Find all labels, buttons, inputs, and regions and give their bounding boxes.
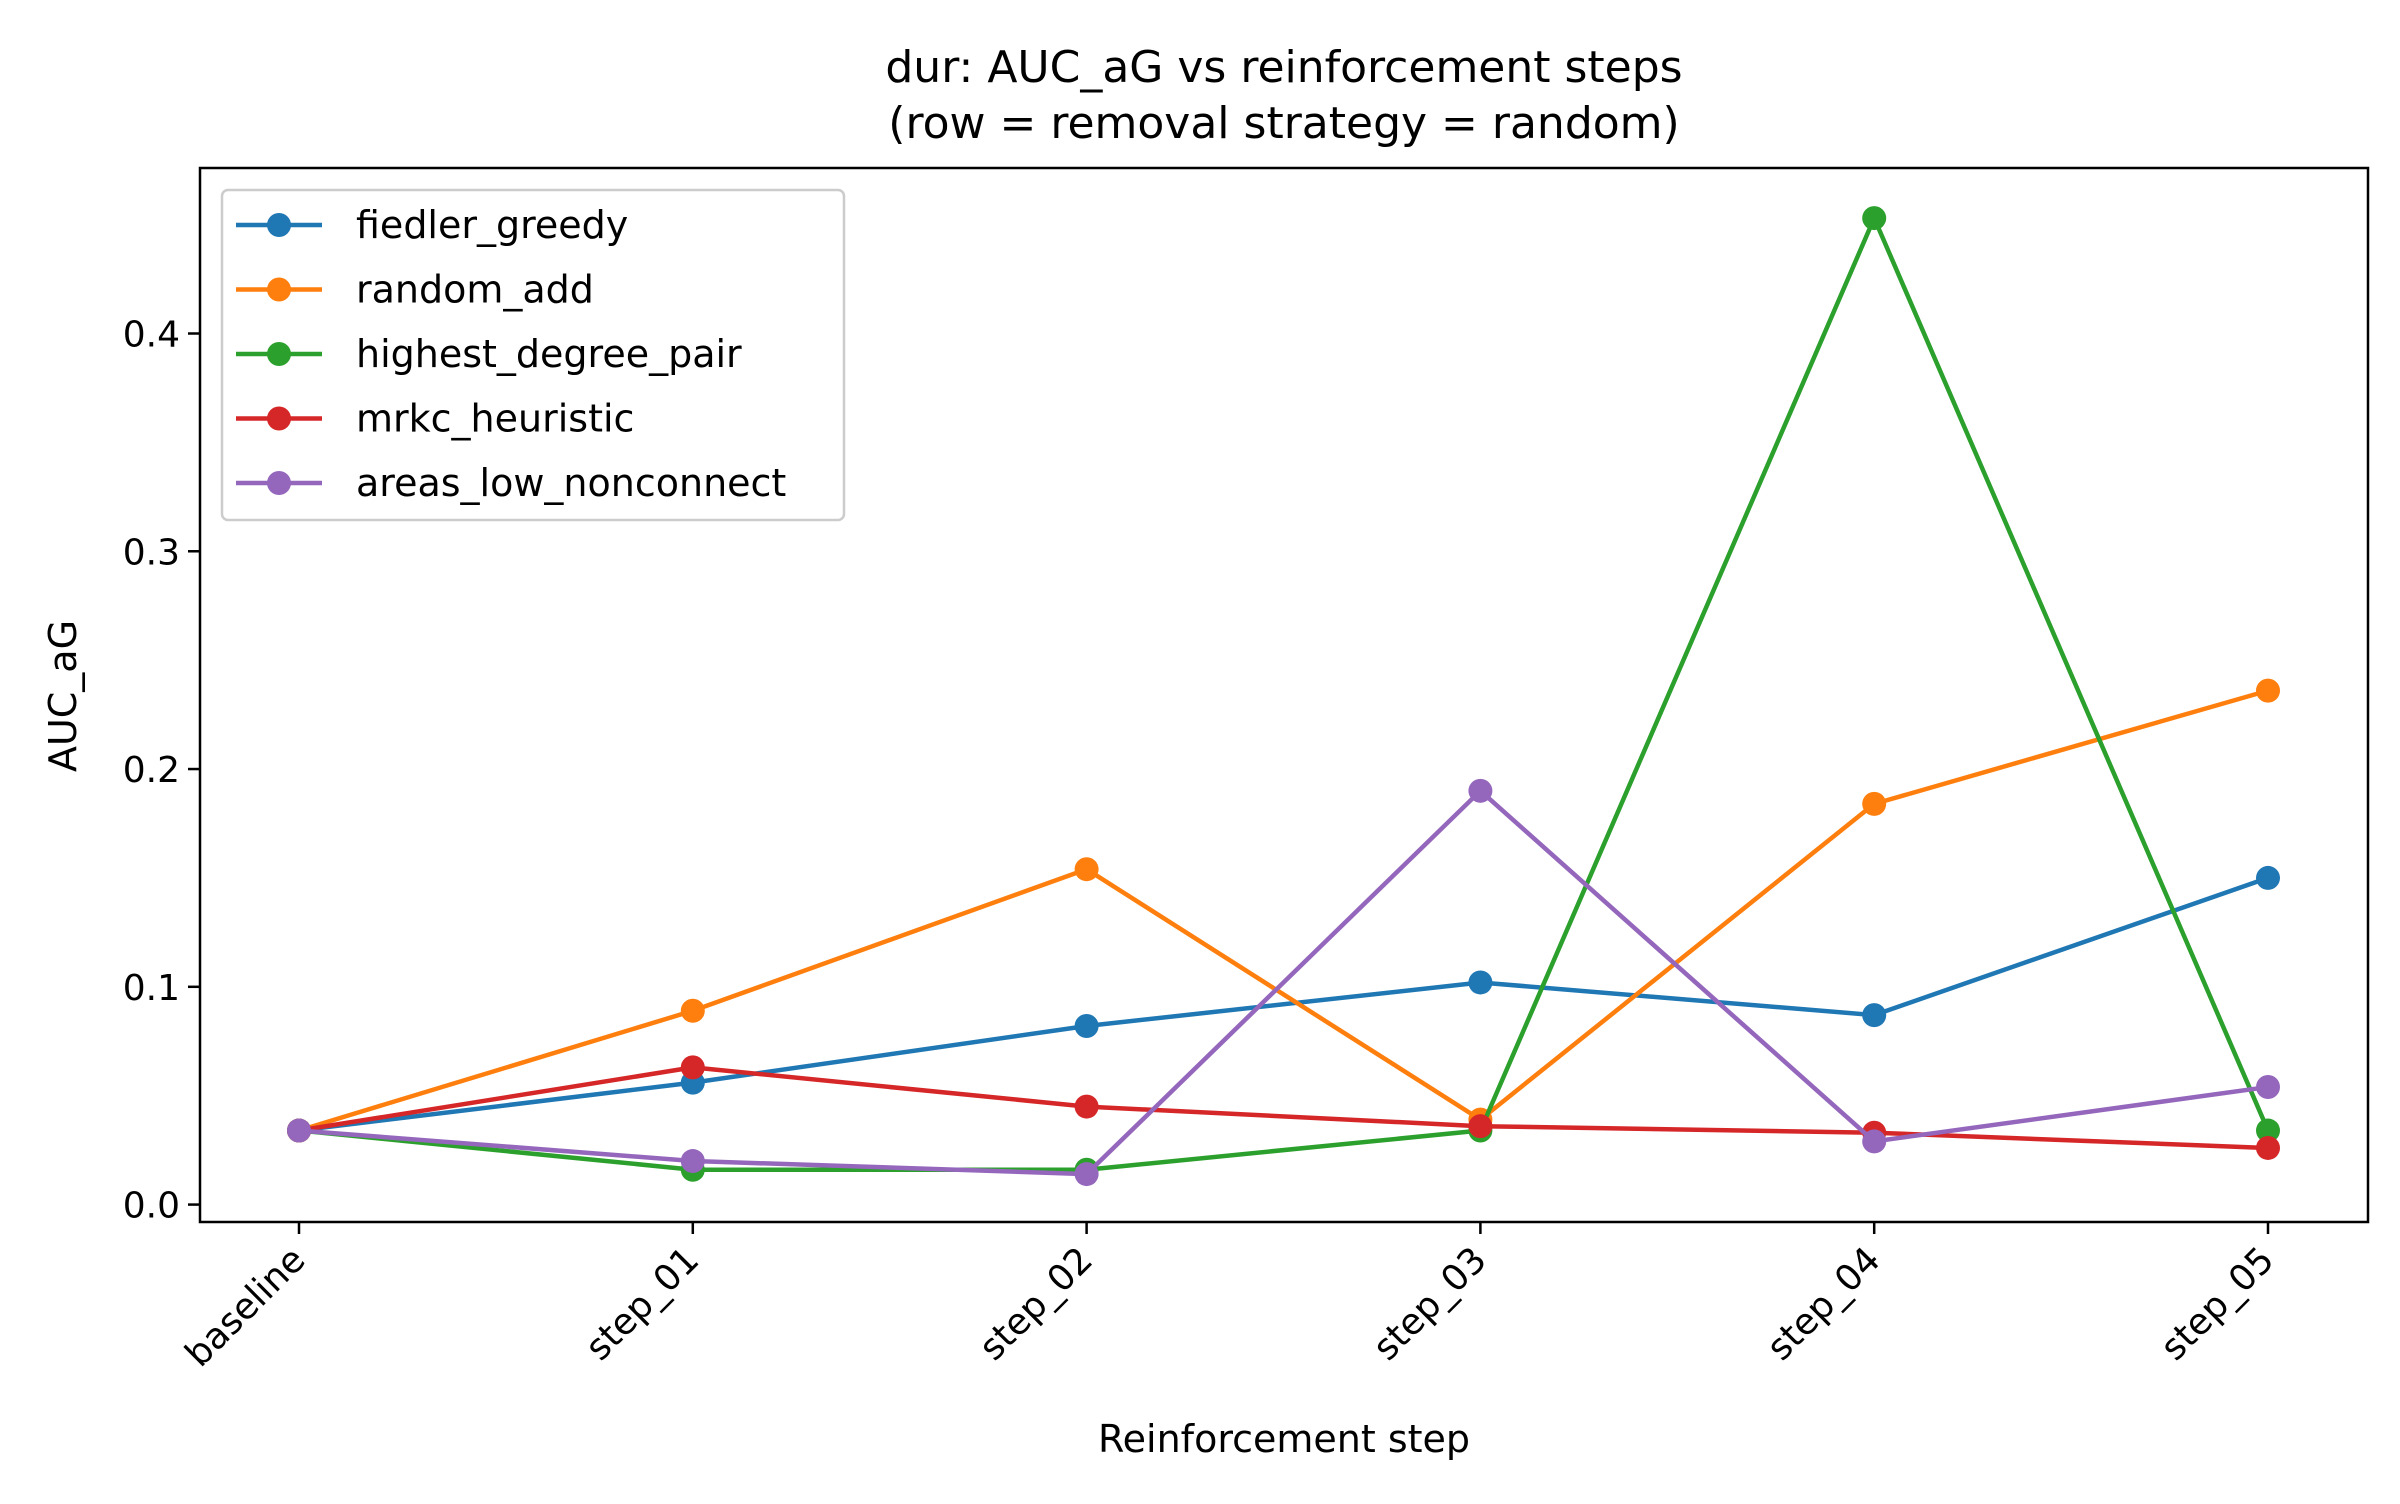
- data-point-random_add-step_02: [1074, 857, 1099, 882]
- series-line-highest_degree_pair: [296, 215, 2271, 1172]
- data-point-areas_low_nonconnect-baseline: [287, 1118, 311, 1143]
- legend-label: highest_degree_pair: [356, 332, 742, 376]
- data-point-areas_low_nonconnect-step_02: [1074, 1162, 1099, 1187]
- data-point-mrkc_heuristic-step_05: [2256, 1135, 2280, 1160]
- legend-marker: [267, 342, 291, 366]
- y-tick-label: 0.2: [123, 750, 180, 791]
- legend-label: mrkc_heuristic: [356, 397, 634, 441]
- data-point-highest_degree_pair-step_04: [1862, 206, 1887, 231]
- legend-marker: [267, 277, 291, 302]
- data-point-mrkc_heuristic-step_01: [680, 1055, 705, 1080]
- legend-label: fiedler_greedy: [356, 203, 628, 247]
- series-line-random_add: [296, 687, 2271, 1134]
- data-point-areas_low_nonconnect-step_04: [1862, 1129, 1887, 1154]
- chart-subtitle: (row = removal strategy = random): [888, 98, 1679, 149]
- data-point-fiedler_greedy-step_04: [1862, 1003, 1887, 1028]
- data-point-fiedler_greedy-step_05: [2256, 865, 2280, 890]
- legend-marker: [267, 471, 291, 495]
- x-axis-label: Reinforcement step: [1098, 1417, 1470, 1461]
- data-point-highest_degree_pair-step_05: [2256, 1118, 2280, 1143]
- legend: fiedler_greedy random_add highest_degree_p…: [220, 188, 846, 522]
- y-tick-label: 0.1: [123, 968, 180, 1009]
- data-point-random_add-step_04: [1862, 791, 1887, 816]
- y-tick-label: 0.3: [123, 532, 180, 573]
- legend-item-highest_degree_pair: highest_degree_pair: [236, 332, 742, 376]
- data-point-fiedler_greedy-step_03: [1468, 970, 1493, 995]
- y-tick-label: 0.4: [123, 315, 180, 356]
- data-point-mrkc_heuristic-step_03: [1468, 1114, 1493, 1139]
- series-line-areas_low_nonconnect: [296, 788, 2271, 1177]
- legend-item-areas_low_nonconnect: areas_low_nonconnect: [236, 461, 786, 505]
- data-point-areas_low_nonconnect-step_01: [680, 1149, 705, 1174]
- data-point-areas_low_nonconnect-step_03: [1468, 778, 1493, 803]
- legend-item-fiedler_greedy: fiedler_greedy: [236, 203, 628, 247]
- legend-box: [220, 188, 846, 522]
- legend-marker: [267, 406, 291, 431]
- legend-item-random_add: random_add: [236, 268, 594, 312]
- legend-marker: [267, 213, 291, 237]
- legend-label: random_add: [356, 268, 594, 312]
- y-tick-label: 0.0: [123, 1186, 180, 1227]
- series-areas_low_nonconnect: [287, 778, 2280, 1187]
- data-point-random_add-step_01: [680, 998, 705, 1023]
- y-axis-label: AUC_aG: [41, 620, 85, 772]
- series-line-mrkc_heuristic: [296, 1065, 2271, 1151]
- data-point-fiedler_greedy-step_02: [1074, 1014, 1099, 1039]
- data-point-random_add-step_05: [2256, 678, 2280, 703]
- plot-frame: [198, 166, 2370, 1224]
- y-axis: 0.0 0.1 0.2 0.3 0.4: [123, 315, 200, 1227]
- chart-title: dur: AUC_aG vs reinforcement steps: [885, 42, 1682, 93]
- data-point-areas_low_nonconnect-step_05: [2256, 1074, 2280, 1099]
- data-point-mrkc_heuristic-step_02: [1074, 1094, 1099, 1119]
- legend-item-mrkc_heuristic: mrkc_heuristic: [236, 397, 634, 441]
- legend-label: areas_low_nonconnect: [356, 461, 786, 505]
- series-line-fiedler_greedy: [296, 875, 2271, 1134]
